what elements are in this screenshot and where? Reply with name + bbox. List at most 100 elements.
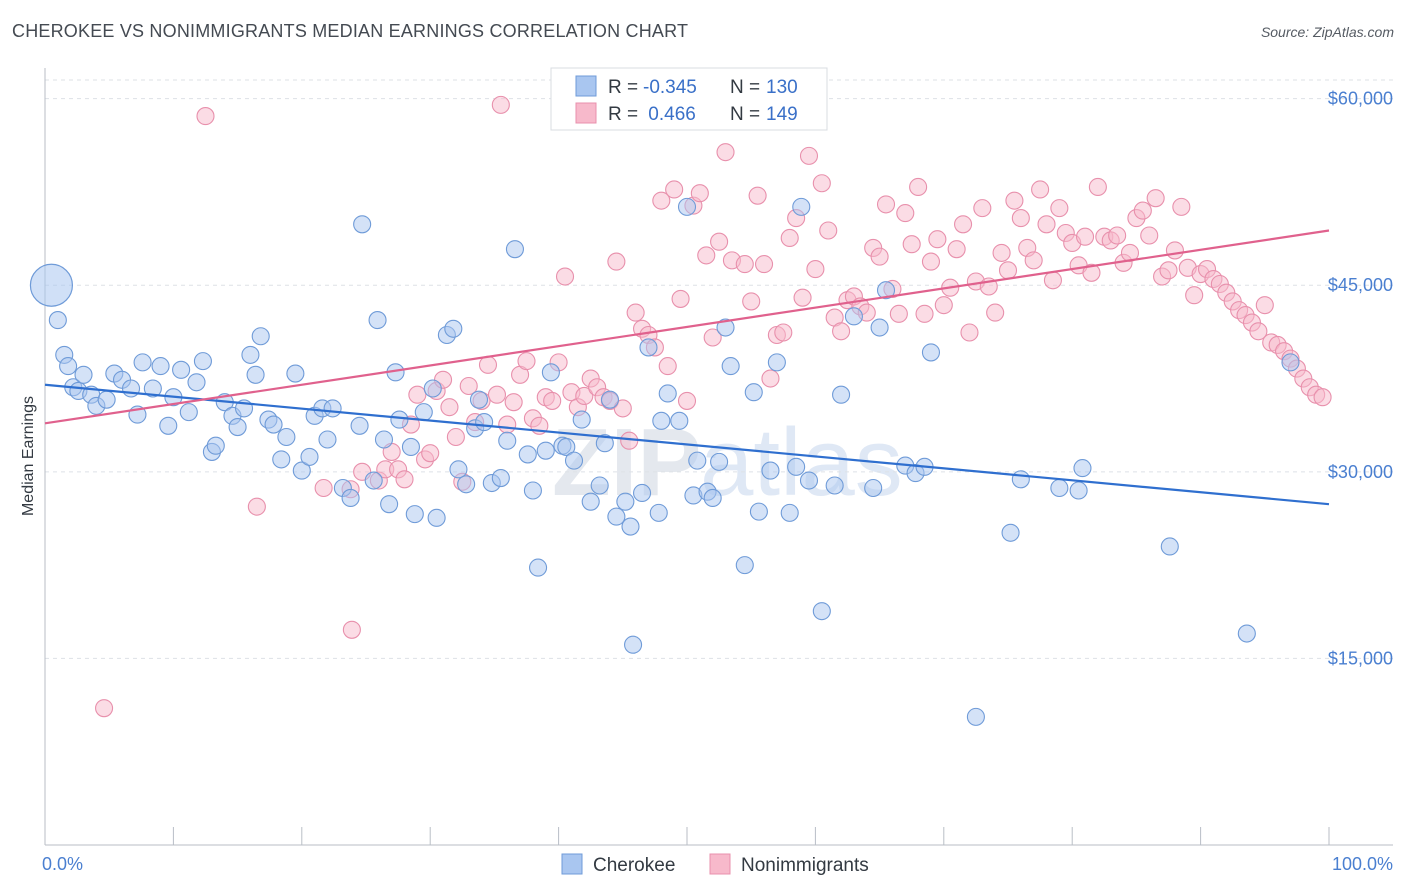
cherokee-point-112 [864,478,883,498]
nonimmigrants-point-74 [799,146,819,165]
nonimmigrants-point-105 [998,261,1018,280]
nonimmigrants-point-93 [921,252,941,271]
nonimmigrants-point-68 [761,369,780,388]
cherokee-point-77 [581,492,600,511]
nonimmigrants-point-58 [697,246,716,265]
nonimmigrants-point-1 [196,107,215,126]
nonimmigrants-point-34 [543,391,562,410]
cherokee-point-60 [457,475,476,494]
nonimmigrants-point-90 [902,235,921,254]
x-tick-label-1: 100.0% [1332,854,1393,874]
cherokee-point-98 [721,357,740,376]
nonimmigrants-point-55 [677,391,697,410]
nonimmigrants-point-130 [1159,261,1178,280]
cherokee-point-37 [300,447,319,466]
chart-title: CHEROKEE VS NONIMMIGRANTS MEDIAN EARNING… [12,21,689,41]
cherokee-point-52 [401,437,420,457]
nonimmigrants-point-3 [314,478,333,498]
cherokee-point-93 [688,451,707,470]
cherokee-point-104 [780,503,799,522]
nonimmigrants-point-36 [555,267,575,286]
nonimmigrants-point-154 [1313,388,1332,407]
cherokee-point-108 [812,602,831,621]
nonimmigrants-point-127 [1140,226,1159,245]
cherokee-point-113 [870,318,889,337]
nonimmigrants-point-21 [459,376,478,396]
y-tick-labels: $15,000 $30,000 $45,000 $60,000 [1328,89,1393,669]
cherokee-point-103 [767,353,786,372]
nonimmigrants-trend-line [44,229,1330,425]
cherokee-point-35 [286,364,305,383]
nonimmigrants-point-5 [342,620,361,639]
cherokee-point-53 [405,505,424,524]
cherokee-point-127 [1281,353,1300,372]
cherokee-point-90 [670,411,689,430]
nonimmigrants-point-67 [754,255,774,274]
cherokee-point-44 [350,416,369,435]
cherokee-point-67 [505,240,524,259]
nonimmigrants-point-101 [973,199,992,218]
cherokee-point-26 [228,417,247,437]
nonimmigrants-point-64 [735,255,754,274]
cherokee-point-11 [121,379,141,398]
nonimmigrants-point-126 [1133,201,1152,220]
cherokee-point-63 [475,413,494,432]
cherokee-point-88 [652,411,671,430]
cherokee-point-89 [658,384,677,403]
nonimmigrants-point-79 [832,322,851,341]
nonimmigrants-point-26 [491,95,510,114]
cherokee-point-107 [799,471,819,490]
nonimmigrants-point-112 [1043,271,1062,290]
nonimmigrants-point-24 [478,355,498,374]
chart-source: Source: ZipAtlas.com [1260,24,1394,40]
cherokee-point-40 [318,430,337,449]
cherokee-point-59 [449,460,468,479]
nonimmigrants-point-73 [793,288,812,307]
cherokee-point-66 [498,431,517,450]
cherokee-point-110 [832,385,851,404]
cherokee-point-32 [264,415,283,434]
series-legend-swatch-nonimmigrants [709,853,731,875]
cherokee-point-45 [353,215,372,234]
cherokee-point-55 [423,379,442,398]
cherokee-point-82 [616,492,635,511]
nonimmigrants-point-88 [889,304,908,323]
nonimmigrants-point-97 [947,240,966,259]
nonimmigrants-point-99 [960,323,979,342]
nonimmigrants-point-132 [1172,197,1191,216]
cherokee-point-78 [590,476,609,495]
cherokee-point-71 [536,441,555,460]
correlation-legend: R = -0.345 N = 130 R = 0.466 N = 149 [550,67,828,131]
cherokee-point-126 [1237,624,1256,643]
y-tick-label-3: $60,000 [1328,89,1393,109]
cherokee-point-105 [787,457,806,476]
legend-r-label-nonimmigrants: R = [608,104,638,125]
cherokee-point-47 [368,311,387,330]
cherokee-point-13 [133,353,152,372]
nonimmigrants-point-45 [613,399,632,418]
cherokee-point-124 [1073,459,1092,478]
legend-n-label-cherokee: N = [730,77,760,98]
nonimmigrants-point-11 [395,470,414,489]
cherokee-point-46 [364,471,383,490]
cherokee-point-96 [710,452,729,471]
y-tick-label-1: $30,000 [1328,462,1393,482]
nonimmigrants-point-95 [934,296,953,315]
nonimmigrants-point-70 [774,323,793,342]
legend-n-value-nonimmigrants: 149 [766,104,798,125]
cherokee-point-99 [735,556,754,575]
nonimmigrants-point-117 [1075,227,1095,246]
cherokee-point-41 [323,399,342,418]
cherokee-point-81 [607,507,626,526]
cherokee-point-34 [277,427,296,447]
nonimmigrants-point-122 [1108,226,1127,245]
cherokee-point-54 [414,403,433,422]
cherokee-point-30 [251,327,270,346]
nonimmigrants-point-27 [498,415,517,434]
cherokee-point-76 [572,410,591,429]
nonimmigrants-point-57 [690,184,709,203]
gridlines [45,79,1393,659]
series-legend: Cherokee Nonimmigrants [561,853,869,876]
cherokee-point-125 [1160,537,1179,556]
cherokee-point-106 [792,197,811,216]
